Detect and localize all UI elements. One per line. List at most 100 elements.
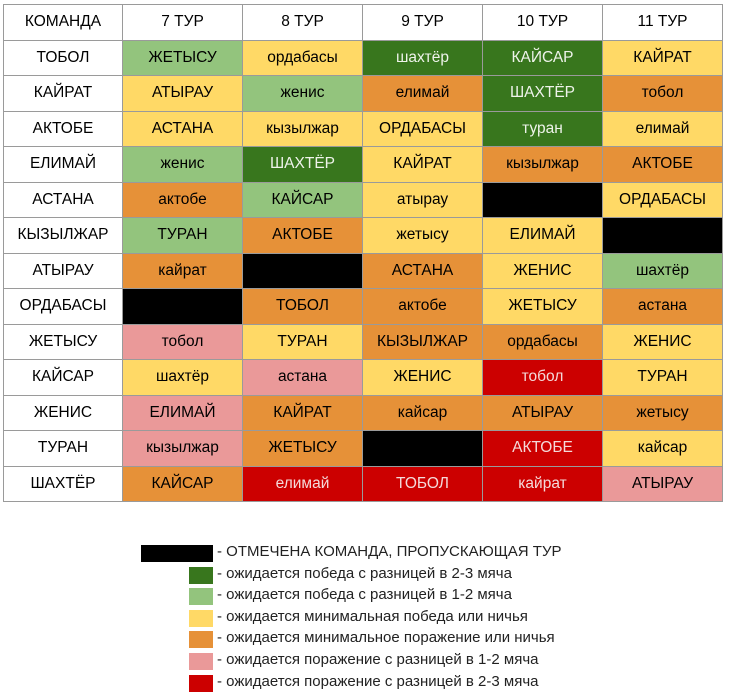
match-cell-round-7: актобе xyxy=(122,181,243,218)
team-name-cell: ЖЕТЫСУ xyxy=(3,323,123,360)
match-cell-round-11: АТЫРАУ xyxy=(602,465,723,502)
match-cell-round-11: АКТОБЕ xyxy=(602,146,723,183)
match-cell-round-10: ЕЛИМАЙ xyxy=(482,217,603,254)
match-cell-round-10 xyxy=(482,181,603,218)
legend-swatch xyxy=(189,652,213,670)
match-cell-round-8: ТОБОЛ xyxy=(242,288,363,325)
match-cell-round-7 xyxy=(122,288,243,325)
table-row: АТЫРАУ кайрат АСТАНА ЖЕНИС шахтёр xyxy=(3,252,723,289)
table-row: АКТОБЕ АСТАНА кызылжар ОРДАБАСЫ туран елимай xyxy=(3,110,723,147)
match-cell-round-8: ШАХТЁР xyxy=(242,146,363,183)
match-cell-round-10: кызылжар xyxy=(482,146,603,183)
match-cell-round-8: астана xyxy=(242,359,363,396)
legend-label: - ОТМЕЧЕНА КОМАНДА, ПРОПУСКАЮЩАЯ ТУР xyxy=(217,543,562,560)
header-team: КОМАНДА xyxy=(3,4,123,41)
match-cell-round-7: КАЙСАР xyxy=(122,465,243,502)
header-round-10: 10 ТУР xyxy=(482,4,603,41)
match-cell-round-10: ЖЕНИС xyxy=(482,252,603,289)
legend-swatch xyxy=(189,631,213,649)
match-cell-round-8: кызылжар xyxy=(242,110,363,147)
team-name-cell: ТУРАН xyxy=(3,430,123,467)
table-row: ЖЕНИС ЕЛИМАЙ КАЙРАТ кайсар АТЫРАУ жетысу xyxy=(3,394,723,431)
table-row: КАЙСАР шахтёр астана ЖЕНИС тобол ТУРАН xyxy=(3,359,723,396)
match-cell-round-10: АКТОБЕ xyxy=(482,430,603,467)
table-row: КАЙРАТ АТЫРАУ женис елимай ШАХТЁР тобол xyxy=(3,75,723,112)
match-cell-round-7: АТЫРАУ xyxy=(122,75,243,112)
match-cell-round-11: ТУРАН xyxy=(602,359,723,396)
table-row: ОРДАБАСЫ ТОБОЛ актобе ЖЕТЫСУ астана xyxy=(3,288,723,325)
match-cell-round-9: ЖЕНИС xyxy=(362,359,483,396)
schedule-table: КОМАНДА 7 ТУР 8 ТУР 9 ТУР 10 ТУР 11 ТУР … xyxy=(3,4,723,502)
team-name-cell: ЖЕНИС xyxy=(3,394,123,431)
match-cell-round-8: ЖЕТЫСУ xyxy=(242,430,363,467)
legend-swatch xyxy=(189,674,213,692)
legend-label: - ожидается победа с разницей в 1-2 мяча xyxy=(217,586,512,604)
team-name-cell: ЕЛИМАЙ xyxy=(3,146,123,183)
match-cell-round-11: астана xyxy=(602,288,723,325)
match-cell-round-7: шахтёр xyxy=(122,359,243,396)
team-name-cell: ОРДАБАСЫ xyxy=(3,288,123,325)
match-cell-round-9: шахтёр xyxy=(362,39,483,76)
legend-label: - ожидается минимальная победа или ничья xyxy=(217,607,528,625)
match-cell-round-11: ОРДАБАСЫ xyxy=(602,181,723,218)
match-cell-round-8: ТУРАН xyxy=(242,323,363,360)
match-cell-round-10: туран xyxy=(482,110,603,147)
match-cell-round-10: АТЫРАУ xyxy=(482,394,603,431)
match-cell-round-9 xyxy=(362,430,483,467)
match-cell-round-11: тобол xyxy=(602,75,723,112)
match-cell-round-7: ЖЕТЫСУ xyxy=(122,39,243,76)
table-row: ТУРАН кызылжар ЖЕТЫСУ АКТОБЕ кайсар xyxy=(3,430,723,467)
match-cell-round-9: ОРДАБАСЫ xyxy=(362,110,483,147)
match-cell-round-9: жетысу xyxy=(362,217,483,254)
match-cell-round-7: кызылжар xyxy=(122,430,243,467)
match-cell-round-10: ЖЕТЫСУ xyxy=(482,288,603,325)
match-cell-round-8: КАЙРАТ xyxy=(242,394,363,431)
match-cell-round-8: елимай xyxy=(242,465,363,502)
match-cell-round-7: тобол xyxy=(122,323,243,360)
match-cell-round-11 xyxy=(602,217,723,254)
match-cell-round-9: атырау xyxy=(362,181,483,218)
table-row: АСТАНА актобе КАЙСАР атырау ОРДАБАСЫ xyxy=(3,181,723,218)
team-name-cell: ШАХТЁР xyxy=(3,465,123,502)
match-cell-round-11: кайсар xyxy=(602,430,723,467)
header-round-7: 7 ТУР xyxy=(122,4,243,41)
match-cell-round-7: ЕЛИМАЙ xyxy=(122,394,243,431)
team-name-cell: КЫЗЫЛЖАР xyxy=(3,217,123,254)
match-cell-round-11: КАЙРАТ xyxy=(602,39,723,76)
legend-swatch xyxy=(189,588,213,606)
match-cell-round-10: ШАХТЁР xyxy=(482,75,603,112)
match-cell-round-8: КАЙСАР xyxy=(242,181,363,218)
legend-label: - ожидается поражение с разницей в 2-3 м… xyxy=(217,672,539,690)
legend-swatch xyxy=(189,566,213,584)
table-row: ТОБОЛ ЖЕТЫСУ ордабасы шахтёр КАЙСАР КАЙРАТ xyxy=(3,39,723,76)
match-cell-round-7: кайрат xyxy=(122,252,243,289)
team-name-cell: АКТОБЕ xyxy=(3,110,123,147)
legend-label: - ожидается победа с разницей в 2-3 мяча xyxy=(217,564,512,582)
table-row: ЕЛИМАЙ женис ШАХТЁР КАЙРАТ кызылжар АКТОБЕ xyxy=(3,146,723,183)
legend-label: - ожидается минимальное поражение или ни… xyxy=(217,629,555,647)
header-round-9: 9 ТУР xyxy=(362,4,483,41)
match-cell-round-9: кайсар xyxy=(362,394,483,431)
match-cell-round-7: женис xyxy=(122,146,243,183)
team-name-cell: КАЙСАР xyxy=(3,359,123,396)
table-row: ЖЕТЫСУ тобол ТУРАН КЫЗЫЛЖАР ордабасы ЖЕНИС xyxy=(3,323,723,360)
match-cell-round-11: ЖЕНИС xyxy=(602,323,723,360)
table-row: ШАХТЁР КАЙСАР елимай ТОБОЛ кайрат АТЫРАУ xyxy=(3,465,723,502)
team-name-cell: АСТАНА xyxy=(3,181,123,218)
legend-swatch xyxy=(141,545,213,562)
match-cell-round-8: женис xyxy=(242,75,363,112)
match-cell-round-7: АСТАНА xyxy=(122,110,243,147)
match-cell-round-11: жетысу xyxy=(602,394,723,431)
team-name-cell: ТОБОЛ xyxy=(3,39,123,76)
legend-swatch xyxy=(189,609,213,627)
match-cell-round-9: ТОБОЛ xyxy=(362,465,483,502)
match-cell-round-8 xyxy=(242,252,363,289)
header-round-8: 8 ТУР xyxy=(242,4,363,41)
match-cell-round-9: КАЙРАТ xyxy=(362,146,483,183)
table-row: КЫЗЫЛЖАР ТУРАН АКТОБЕ жетысу ЕЛИМАЙ xyxy=(3,217,723,254)
match-cell-round-10: кайрат xyxy=(482,465,603,502)
header-round-11: 11 ТУР xyxy=(602,4,723,41)
match-cell-round-9: АСТАНА xyxy=(362,252,483,289)
match-cell-round-8: ордабасы xyxy=(242,39,363,76)
match-cell-round-10: ордабасы xyxy=(482,323,603,360)
